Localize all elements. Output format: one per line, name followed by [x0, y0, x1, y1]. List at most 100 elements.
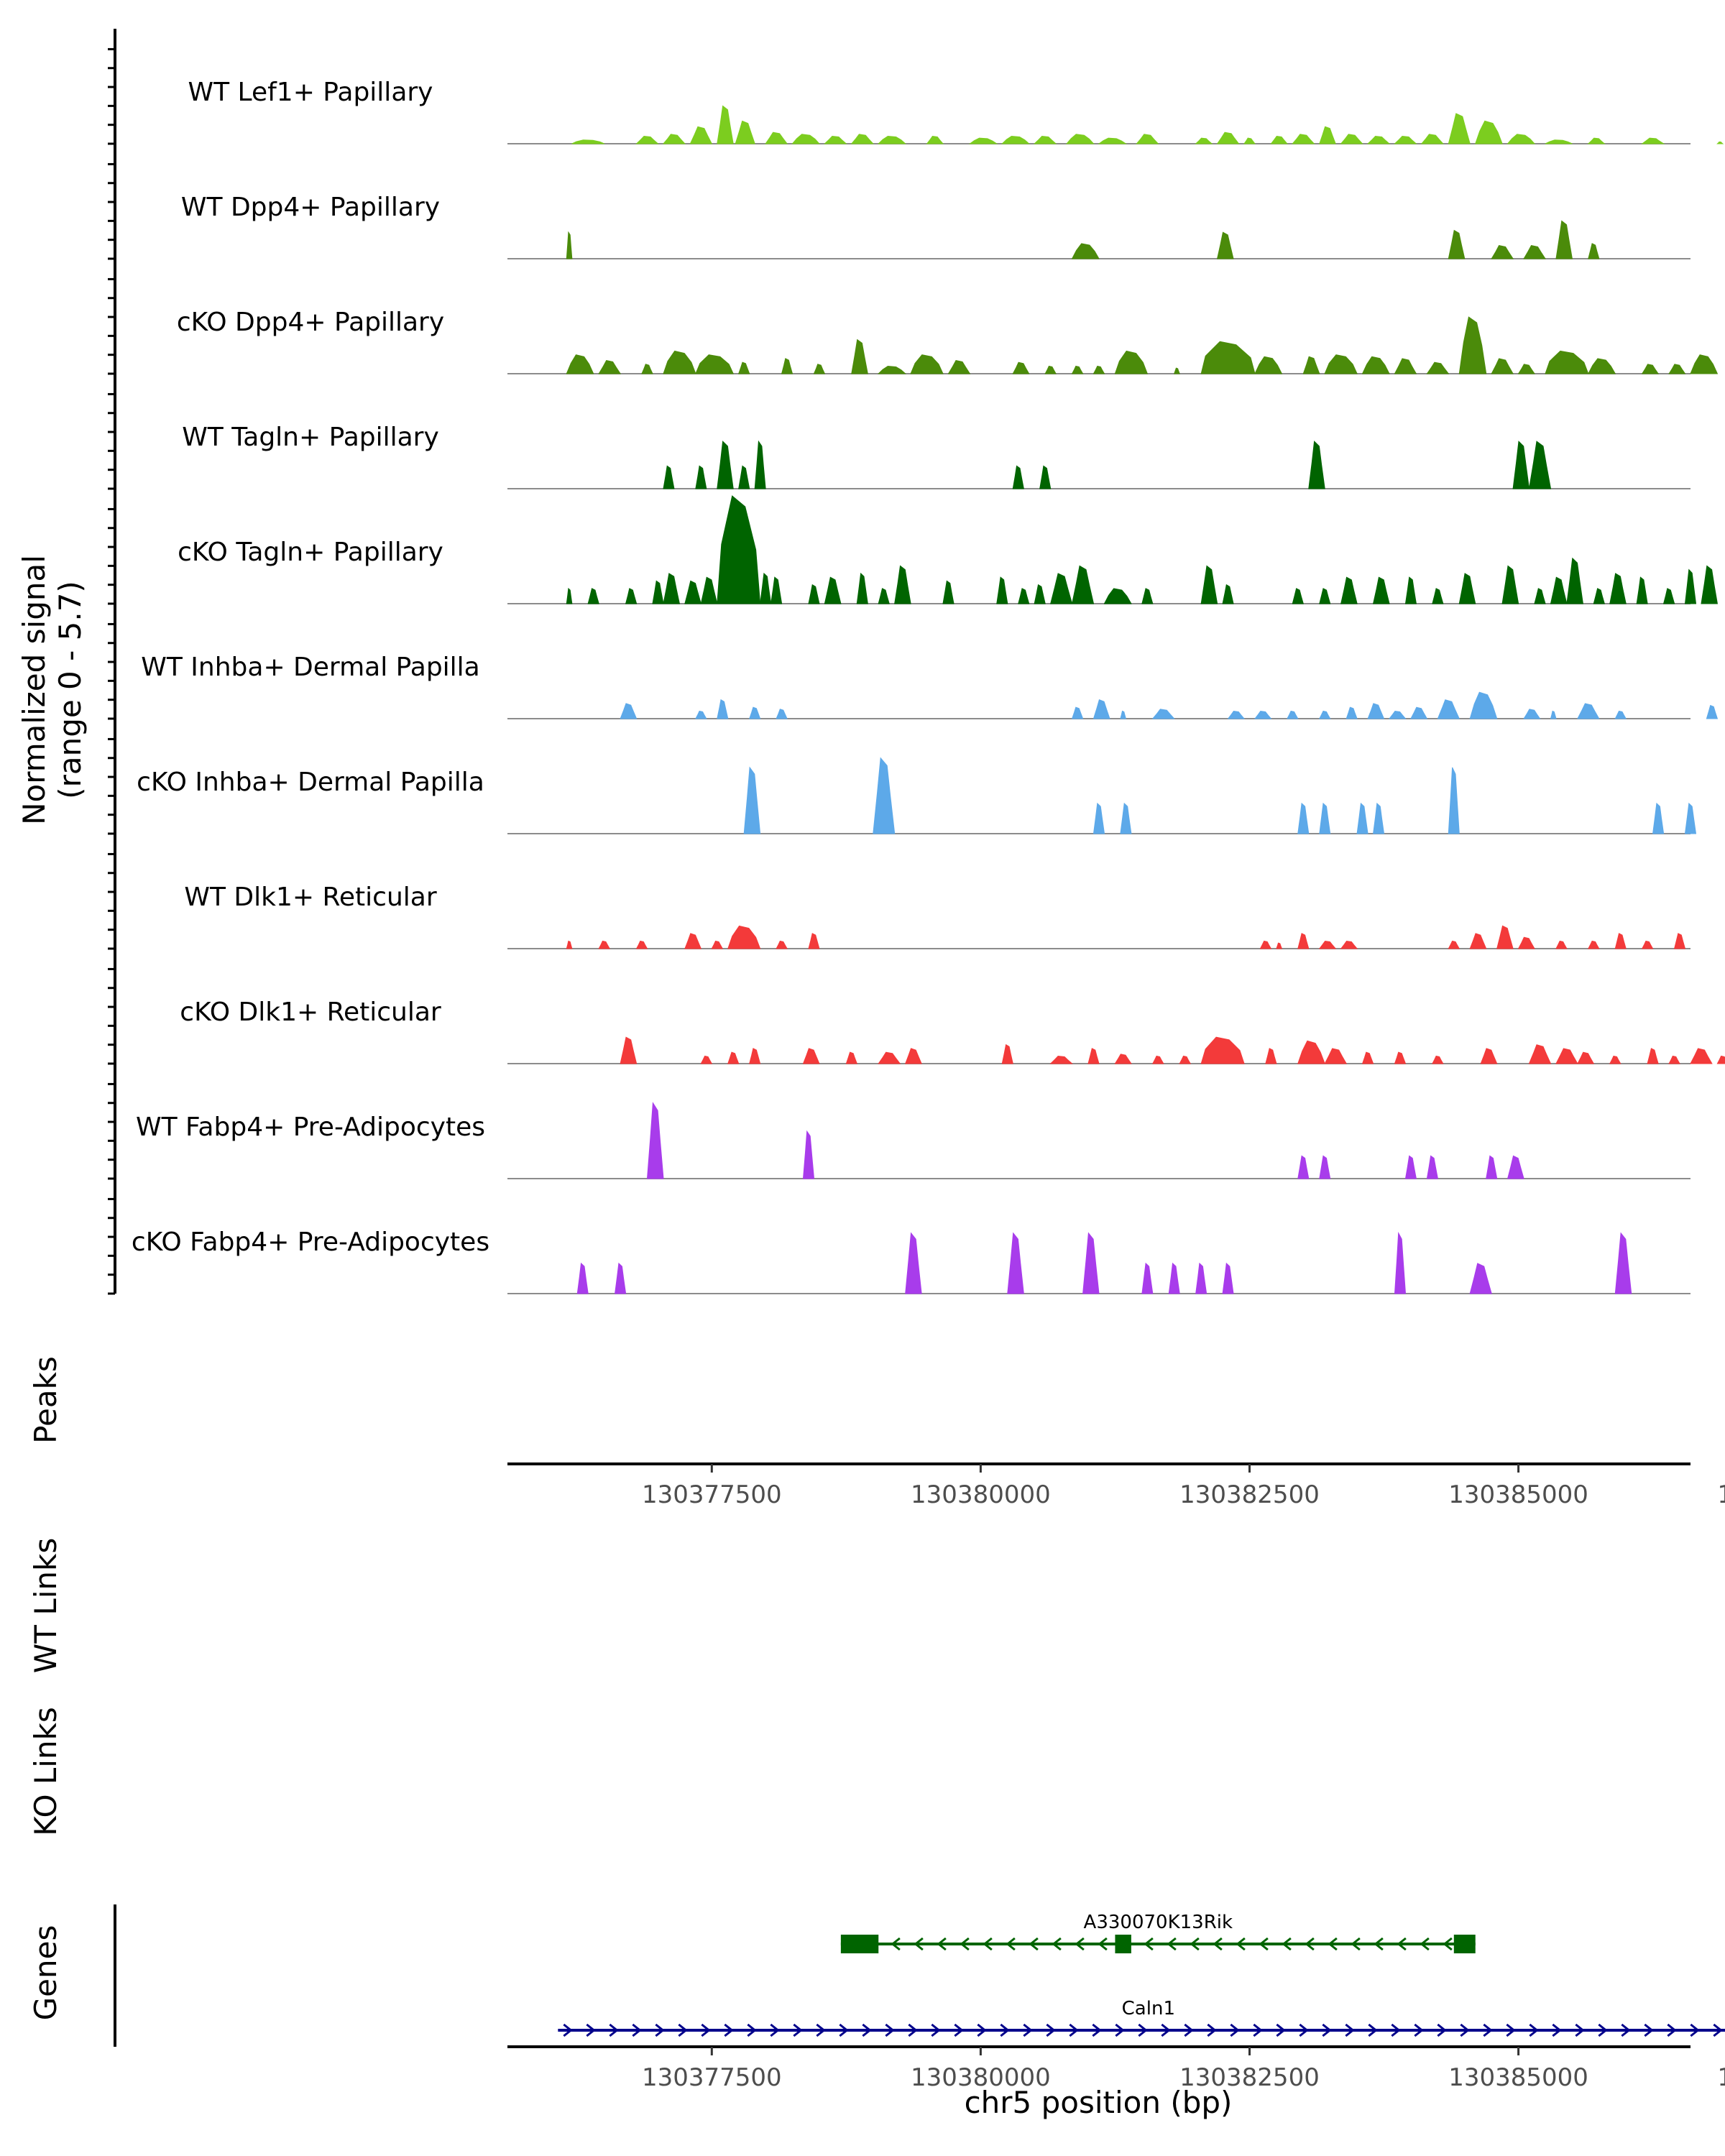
coverage-tracks: WT Lef1+ Papillary WT Dpp4+ Papillary cKO … [132, 78, 1725, 1294]
strand-arrow-icon [793, 2023, 803, 2037]
signal-peak [851, 338, 868, 374]
signal-peak [802, 1048, 820, 1064]
signal-peak [1588, 243, 1600, 259]
signal-peak [1136, 134, 1159, 144]
signal-peak [905, 1232, 922, 1294]
signal-peak [1324, 1048, 1348, 1064]
track-3: cKO Dpp4+ Papillary [177, 308, 1719, 374]
signal-peak [1506, 1155, 1524, 1179]
peaks-tick-label: 130385000 [1448, 1480, 1588, 1509]
strand-arrow-icon [655, 2023, 665, 2037]
peaks-tick-label: 130380000 [911, 1480, 1051, 1509]
signal-peak [620, 703, 638, 719]
strand-arrow-icon [1420, 1937, 1430, 1951]
signal-peak [663, 465, 675, 489]
strand-arrow-icon [862, 2023, 872, 2037]
signal-peak [1103, 588, 1132, 604]
strand-arrow-icon [1667, 2023, 1677, 2037]
signal-peak [652, 580, 664, 604]
signal-peak [1044, 365, 1057, 374]
signal-peak [873, 757, 896, 834]
gene-exon [1115, 1935, 1131, 1953]
gene-track: A330070K13Rik Caln1 [114, 1904, 1725, 2047]
track-label: WT Lef1+ Papillary [188, 78, 433, 107]
signal-peak [663, 350, 696, 374]
track-11: cKO Fabp4+ Pre-Adipocytes [132, 1227, 1690, 1294]
strand-arrow-icon [1368, 2023, 1378, 2037]
signal-peak [1114, 1054, 1132, 1064]
signal-peak [1151, 1055, 1164, 1064]
signal-peak [1469, 933, 1487, 949]
signal-peak [1033, 135, 1057, 144]
signal-peak [1555, 220, 1573, 259]
signal-peak [1071, 565, 1095, 604]
signal-peak [711, 940, 724, 949]
signal-peak [1587, 358, 1616, 374]
strand-arrow-icon [1391, 2023, 1401, 2037]
signal-peak [1491, 358, 1514, 374]
track-10: WT Fabp4+ Pre-Adipocytes [136, 1102, 1690, 1179]
signal-peak [877, 365, 907, 374]
signal-peak [1141, 1262, 1154, 1294]
signal-peak [1001, 135, 1031, 144]
signal-peak [1523, 709, 1541, 719]
signal-peak [1716, 1055, 1725, 1064]
signal-peak [894, 565, 911, 604]
strand-arrow-icon [1506, 2023, 1516, 2037]
signal-peak [1195, 137, 1213, 144]
signal-peak [738, 465, 750, 489]
signal-peak [1587, 137, 1606, 144]
signal-peak [1372, 576, 1390, 604]
strand-arrow-icon [632, 2023, 642, 2037]
track-label: WT Dpp4+ Papillary [181, 193, 440, 222]
signal-peak [1373, 802, 1385, 834]
signal-peak [1432, 1055, 1444, 1064]
signal-peak [824, 576, 842, 604]
signal-peak [1701, 565, 1718, 604]
strand-arrow-icon [891, 1937, 901, 1951]
signal-peak [1200, 341, 1256, 374]
signal-peak [1265, 1048, 1277, 1064]
signal-peak [942, 580, 954, 604]
signal-peak [1319, 588, 1331, 604]
signal-peak [1297, 1040, 1325, 1064]
signal-peak [735, 120, 755, 144]
signal-peak [1652, 802, 1665, 834]
strand-arrow-icon [1230, 2023, 1240, 2037]
track-label: WT Inhba+ Dermal Papilla [141, 653, 479, 682]
track-label: WT Dlk1+ Reticular [184, 883, 436, 912]
signal-peak [1367, 703, 1385, 719]
signal-peak [1480, 1048, 1498, 1064]
strand-arrow-icon [1282, 1937, 1292, 1951]
y-axis-title-line2: (range 0 - 5.7) [52, 581, 88, 799]
signal-peak [1432, 588, 1444, 604]
signal-peak [1647, 1048, 1659, 1064]
signal-peak [781, 358, 794, 374]
strand-arrow-icon [1046, 2023, 1056, 2037]
signal-peak [1222, 1262, 1234, 1294]
x-axis-title: chr5 position (bp) [965, 2085, 1233, 2120]
strand-arrow-icon [1460, 2023, 1470, 2037]
signal-peak [1506, 134, 1536, 144]
signal-peak [1324, 354, 1358, 374]
signal-peak [598, 360, 622, 374]
signal-peak [1050, 573, 1073, 604]
signal-peak [1528, 1044, 1552, 1064]
signal-peak [1404, 576, 1417, 604]
signal-peak [1469, 1263, 1492, 1294]
track-label: cKO Inhba+ Dermal Papilla [137, 768, 484, 797]
strand-arrow-icon [1437, 2023, 1447, 2037]
gene-Caln1: Caln1 [558, 1998, 1725, 2037]
strand-arrow-icon [1052, 1937, 1062, 1951]
signal-peak [1297, 1155, 1310, 1179]
strand-arrow-icon [747, 2023, 757, 2037]
strand-arrow-icon [960, 1937, 970, 1951]
signal-peak [1577, 703, 1600, 719]
signal-peak [1007, 1232, 1024, 1294]
strand-arrow-icon [1575, 2023, 1585, 2037]
signal-peak [808, 584, 820, 604]
signal-peak [1641, 940, 1654, 949]
signal-peak [1276, 942, 1283, 949]
signal-peak [1501, 565, 1519, 604]
signal-peak [1318, 710, 1331, 719]
